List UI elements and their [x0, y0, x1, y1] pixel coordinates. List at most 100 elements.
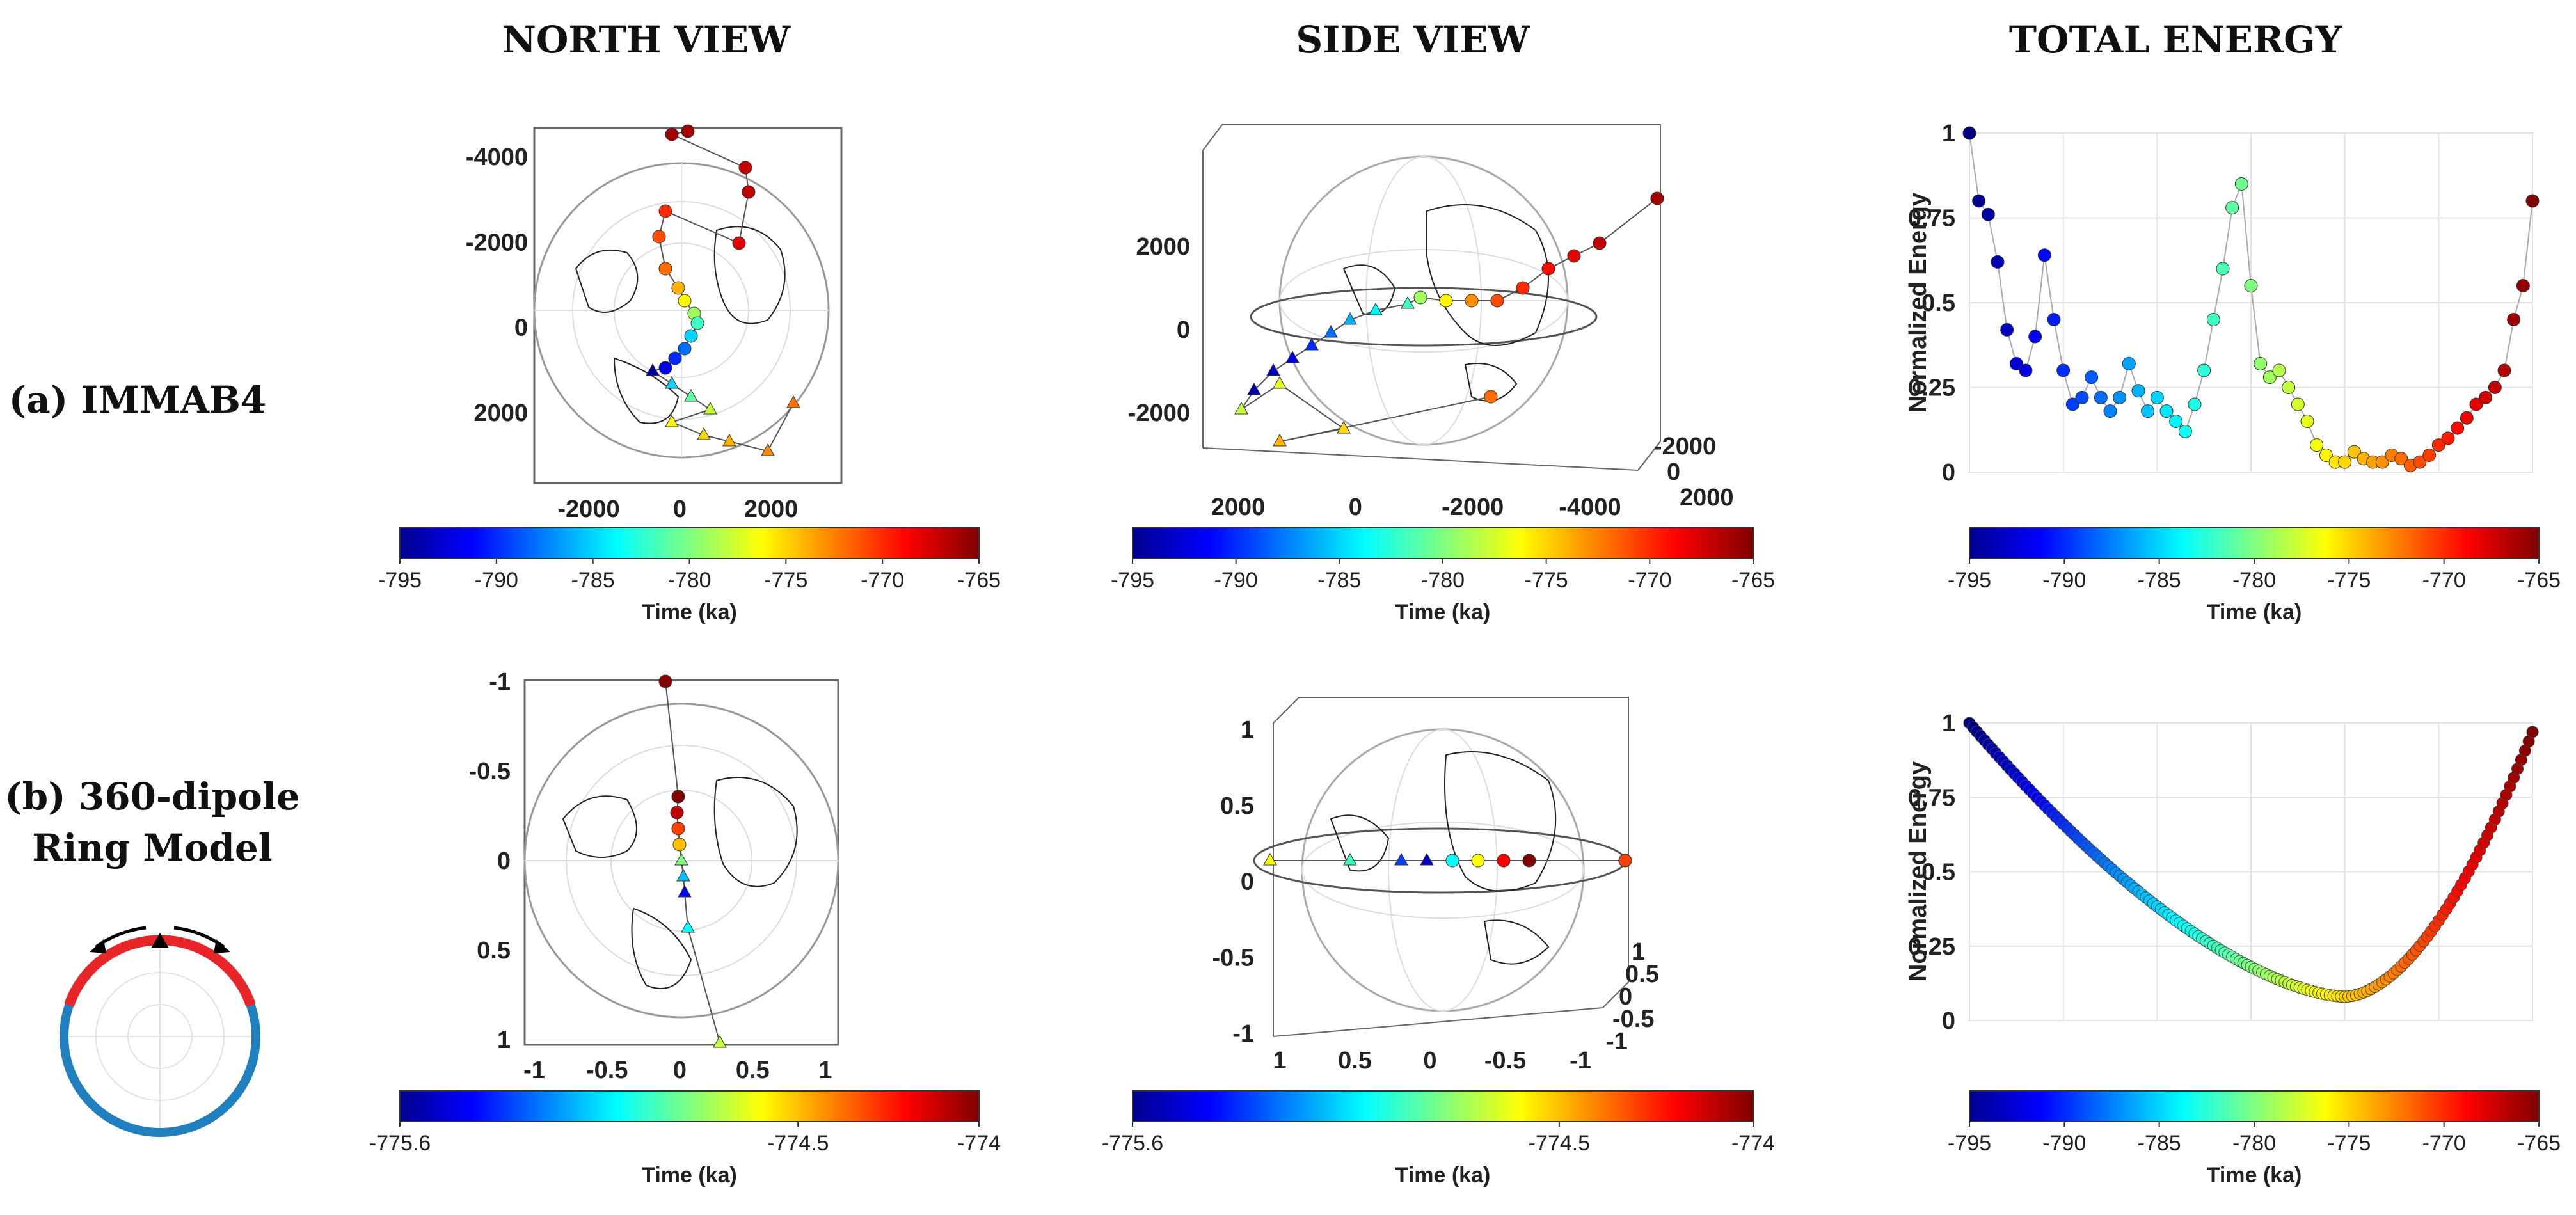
- panel-b-side: [1253, 697, 1632, 1037]
- x-tick-label: 0: [1423, 1047, 1436, 1074]
- vgp-circle: [1516, 281, 1530, 295]
- x-tick-label: -1: [523, 1057, 545, 1084]
- data-point: [2394, 452, 2408, 466]
- colorbar-tick-label: -795: [1111, 568, 1154, 592]
- x-tick-label: 0: [673, 1057, 687, 1084]
- colorbar-label: Time (ka): [1395, 1163, 1491, 1187]
- grid: [1969, 722, 2533, 1021]
- vgp-circle: [652, 230, 666, 244]
- y-tick-label: -2000: [466, 229, 528, 256]
- coastline: [1444, 751, 1557, 892]
- data-point: [2300, 415, 2314, 428]
- colorbar-label: Time (ka): [642, 1163, 737, 1187]
- globe: [523, 703, 839, 1019]
- vgp-triangle: [665, 414, 679, 427]
- box-edge-bottom: [1273, 1007, 1603, 1037]
- colorbar-bar: [1969, 1090, 2540, 1122]
- colorbar-tick-label: -775: [1525, 568, 1568, 592]
- colorbar-tick-label: -775: [2327, 1131, 2371, 1155]
- y-tick-label: 0.5: [477, 937, 511, 964]
- vgp-circle: [681, 124, 695, 138]
- x-tick-label: -4000: [1559, 494, 1621, 521]
- colorbar-tick-label: -775.6: [369, 1131, 431, 1155]
- x-tick-label: -2000: [557, 496, 619, 523]
- row-label-a: (a) IMMAB4: [9, 378, 267, 422]
- vgp-triangle: [1337, 420, 1351, 434]
- data-point: [2262, 370, 2277, 385]
- colorbar-label: Time (ka): [2207, 1163, 2302, 1187]
- y-tick-label: -0.5: [1212, 944, 1254, 971]
- data-point: [2497, 363, 2511, 377]
- depth-tick-label: -0.5: [1612, 1006, 1654, 1033]
- coastline: [631, 907, 692, 989]
- colorbar-label: Time (ka): [1395, 600, 1491, 624]
- vgp-circle: [1541, 262, 1555, 276]
- colorbar-tick-label: -780: [2232, 568, 2276, 592]
- data-point: [2037, 248, 2051, 262]
- colorbars: -795 -790 -785 -780 -775 -770 -765 Time (ka) -79…: [369, 527, 2561, 1187]
- colorbar-tick-label: -775: [2327, 568, 2371, 592]
- colorbar-tick-label: -780: [2232, 1131, 2276, 1155]
- vgp-circle: [1413, 290, 1427, 305]
- vgp-circle: [1439, 294, 1453, 308]
- vgp-triangle: [1247, 382, 1261, 395]
- box-edges: [1273, 697, 1629, 1008]
- colorbar-tick-label: -765: [1731, 568, 1775, 592]
- colorbar-tick-label: -780: [1421, 568, 1465, 592]
- colorbar-tick-label: -765: [2517, 1131, 2561, 1155]
- vgp-triangle: [1401, 296, 1415, 309]
- data-point: [2178, 424, 2192, 438]
- colorbar-tick-label: -795: [1948, 568, 1991, 592]
- vgp-triangle: [674, 852, 688, 866]
- vgp-circle: [1567, 249, 1581, 263]
- colorbar-tick-label: -774.5: [1529, 1131, 1590, 1155]
- x-tick-label: 0.5: [736, 1057, 770, 1084]
- x-tick-label: 0: [673, 496, 687, 523]
- data-point: [2075, 390, 2089, 404]
- vgp-triangle: [681, 919, 695, 933]
- colorbar-tick-label: -785: [1317, 568, 1361, 592]
- depth-tick-label: 0.5: [1625, 961, 1659, 988]
- vgp-circle: [658, 674, 672, 688]
- colorbar-tick-label: -785: [571, 568, 615, 592]
- globe-grid: [1388, 729, 1498, 1012]
- vgp-triangle: [1305, 337, 1319, 351]
- coastline: [1483, 919, 1550, 965]
- y-tick-label: 2000: [1136, 234, 1190, 260]
- box-edge-depth: [1637, 441, 1661, 471]
- vgp-path: [1263, 852, 1632, 868]
- vgp-path: [646, 124, 800, 456]
- vgp-circle: [1497, 854, 1511, 868]
- vgp-circle: [1445, 854, 1459, 868]
- x-tick-label: -0.5: [1484, 1047, 1526, 1074]
- vgp-circle: [732, 236, 746, 250]
- data-point: [2319, 449, 2333, 462]
- vgp-triangle: [1273, 376, 1287, 389]
- vgp-triangle: [713, 1035, 727, 1048]
- path-line: [1241, 198, 1658, 442]
- colorbar-tick-label: -770: [861, 568, 904, 592]
- coastline: [575, 249, 639, 313]
- vgp-triangle: [1343, 852, 1357, 866]
- data-point: [2056, 363, 2071, 377]
- vgp-circle: [1522, 854, 1536, 868]
- colorbar-bar: [1132, 527, 1754, 559]
- box-edges: [1202, 124, 1661, 471]
- data-point: [2422, 449, 2437, 462]
- colorbar-tick-label: -770: [1628, 568, 1671, 592]
- y-tick-label: 0: [1942, 459, 1955, 486]
- vgp-triangle: [646, 363, 660, 376]
- data-point: [2197, 363, 2211, 377]
- vgp-circle: [1471, 854, 1485, 868]
- panel-a-side: [1202, 124, 1664, 471]
- data-point: [2169, 415, 2183, 428]
- y-tick-label: -1: [489, 669, 511, 695]
- x-tick-label: 0: [1349, 494, 1362, 521]
- title-north-view: NORTH VIEW: [502, 18, 791, 61]
- data-point: [2282, 381, 2296, 394]
- data-point: [2019, 363, 2033, 377]
- vgp-circle: [678, 294, 692, 308]
- title-total-energy: TOTAL ENERGY: [2009, 18, 2342, 61]
